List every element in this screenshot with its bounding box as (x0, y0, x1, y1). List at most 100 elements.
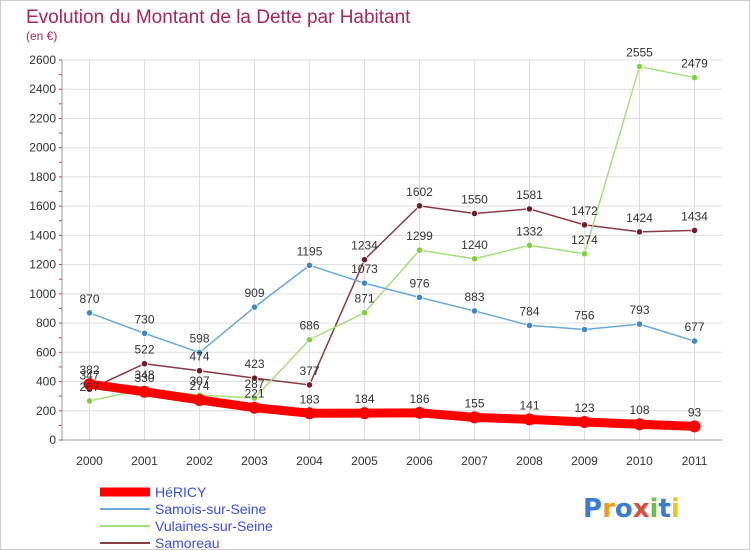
data-point (85, 309, 94, 317)
data-label: 2479 (681, 57, 708, 71)
series-line-0 (85, 379, 699, 431)
y-tick-label: 1200 (29, 258, 56, 272)
data-point (360, 309, 369, 317)
data-point (195, 367, 204, 375)
data-point (470, 209, 479, 218)
data-label: 1274 (571, 233, 598, 247)
data-label: 221 (244, 387, 264, 401)
x-tick-label: 2004 (296, 454, 323, 468)
y-tick-label: 1800 (29, 170, 56, 184)
data-label: 1332 (516, 224, 543, 238)
legend-label: Vulaines-sur-Seine (155, 518, 273, 534)
legend-label: HéRICY (155, 484, 207, 500)
y-tick-label: 2600 (29, 53, 56, 67)
plot-background (62, 60, 722, 440)
logo-letter: i (671, 494, 680, 524)
data-label: 976 (409, 276, 429, 290)
data-point (305, 261, 314, 269)
data-label: 1602 (406, 185, 433, 199)
data-point (303, 407, 316, 420)
y-tick-label: 400 (36, 375, 56, 389)
data-label: 756 (574, 309, 594, 323)
data-point (85, 397, 94, 405)
data-point (580, 325, 589, 334)
data-point (523, 413, 536, 426)
data-label: 155 (464, 396, 484, 410)
data-point (690, 337, 699, 345)
data-label: 183 (299, 392, 319, 406)
data-point (525, 205, 534, 213)
logo-letter: x (633, 494, 650, 524)
data-point (138, 385, 151, 398)
x-tick-label: 2006 (406, 454, 433, 468)
legend: HéRICYSamois-sur-SeineVulaines-sur-Seine… (100, 484, 273, 550)
data-label: 1434 (681, 209, 708, 223)
data-label: 1240 (461, 238, 488, 252)
data-label: 474 (189, 350, 209, 364)
x-tick-label: 2000 (76, 454, 103, 468)
data-point (250, 394, 259, 402)
data-label: 1472 (571, 204, 598, 218)
x-tick-label: 2011 (682, 454, 708, 468)
chart-subtitle: (en €) (26, 29, 57, 43)
data-label: 287 (244, 377, 264, 391)
logo-letter: o (615, 494, 633, 524)
plot-area: 0 200 400 600 800 1000 1200 1400 1600 1800 2000 220… (29, 46, 722, 468)
data-label: 686 (299, 319, 319, 333)
data-label: 267 (79, 380, 99, 394)
series-line-3 (88, 205, 696, 391)
data-label: 730 (134, 312, 154, 326)
data-point (305, 336, 314, 344)
chart-title: Evolution du Montant de la Dette par Hab… (26, 7, 411, 28)
x-tick-label: 2010 (626, 454, 653, 468)
data-label: 93 (688, 405, 702, 419)
data-label: 123 (574, 401, 594, 415)
y-tick-label: 600 (36, 345, 56, 359)
data-label: 1195 (297, 244, 323, 258)
data-point (690, 74, 699, 82)
data-label: 274 (189, 379, 209, 393)
data-label: 1073 (351, 262, 378, 276)
data-label: 1424 (626, 211, 653, 225)
logo-letter: r (602, 494, 615, 524)
data-point (140, 360, 149, 368)
data-point (525, 241, 534, 249)
data-label: 522 (134, 343, 154, 357)
y-tick-label: 2000 (29, 141, 56, 155)
data-point (83, 378, 96, 391)
data-point (193, 393, 206, 406)
data-label: 347 (79, 368, 99, 382)
data-point (580, 221, 589, 229)
data-point (415, 246, 424, 254)
data-point (415, 293, 424, 301)
x-tick-label: 2009 (571, 454, 598, 468)
data-label: 377 (299, 364, 319, 378)
data-label: 348 (134, 368, 154, 382)
y-tick-label: 0 (49, 433, 56, 447)
data-point (305, 381, 314, 389)
data-label: 423 (244, 357, 264, 371)
data-point (413, 406, 426, 419)
data-label: 909 (244, 286, 264, 300)
data-point (470, 307, 479, 315)
data-point (250, 374, 259, 382)
data-point (635, 320, 644, 328)
y-tick-label: 200 (36, 404, 56, 418)
data-point (580, 250, 589, 258)
data-point (578, 416, 591, 429)
y-tick-label: 2200 (29, 111, 56, 125)
data-point (358, 407, 371, 420)
series-line-1 (88, 264, 696, 354)
data-point (690, 226, 699, 235)
data-label: 186 (409, 392, 429, 406)
x-tick-label: 2005 (351, 454, 378, 468)
data-point (688, 420, 701, 433)
x-tick-label: 2002 (186, 454, 213, 468)
logo-letter: P (583, 494, 602, 524)
data-label: 330 (134, 371, 154, 385)
data-point (525, 321, 534, 330)
data-point (195, 348, 204, 357)
data-label: 1299 (406, 229, 433, 243)
data-label: 1234 (351, 239, 378, 253)
data-point (468, 411, 481, 424)
